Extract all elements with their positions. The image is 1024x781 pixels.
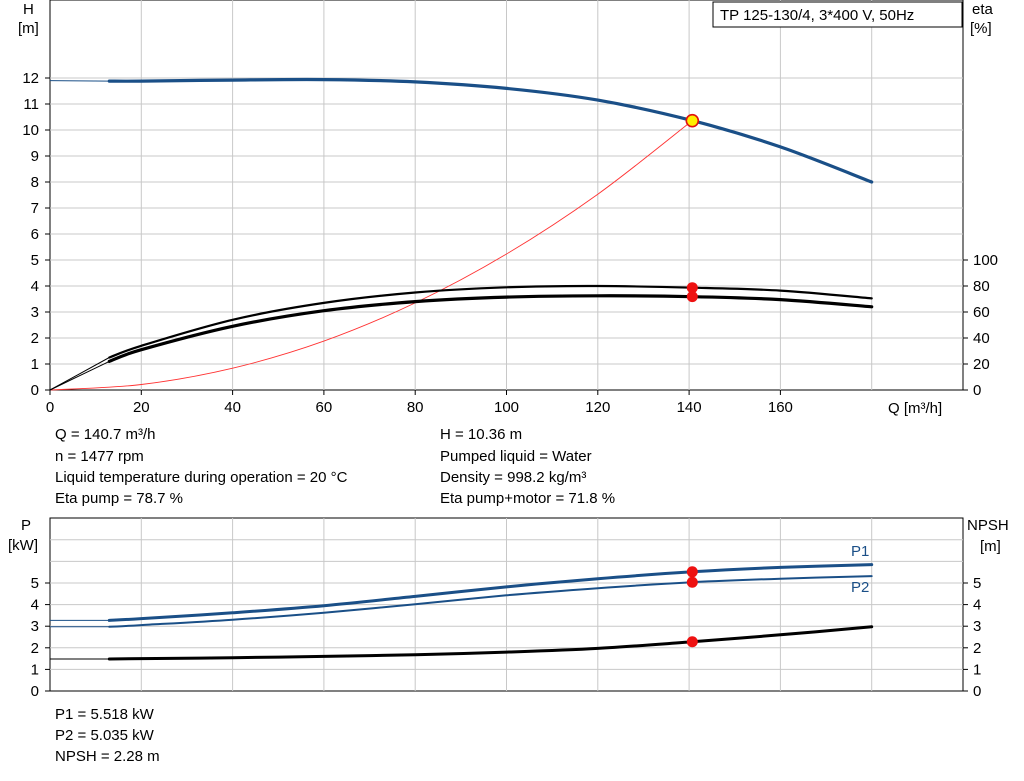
- model-title-frame: [712, 1, 963, 28]
- x-tick-label: 140: [677, 399, 702, 416]
- readout-density: Density = 998.2 kg/m³: [440, 469, 586, 486]
- head-curve-extrapolated: [49, 80, 110, 82]
- y-left-tick-label: 9: [31, 148, 39, 165]
- bottom-panel: P [kW] NPSH [m] 0 1 2 3 4 5 0 1 2 3 4 5 P1 P2: [8, 517, 1009, 700]
- x-tick-label: 160: [768, 399, 793, 416]
- model-title-box: TP 125-130/4, 3*400 V, 50Hz: [712, 1, 963, 28]
- x-tick-label: 80: [407, 399, 424, 416]
- npsh-tick-label: 0: [973, 683, 981, 700]
- readout-p1: P1 = 5.518 kW: [55, 706, 155, 723]
- x-axis-label: Q [m³/h]: [888, 400, 942, 417]
- npsh-axis-label: NPSH: [967, 517, 1009, 534]
- p2-duty-marker: [686, 576, 698, 588]
- p-tick-label: 3: [31, 618, 39, 635]
- readout-h: H = 10.36 m: [440, 426, 522, 443]
- p1-curve-label: P1: [851, 543, 869, 560]
- y-left-unit: [m]: [18, 20, 39, 37]
- readout-n: n = 1477 rpm: [55, 448, 144, 465]
- eta-pump-motor-duty-marker: [686, 291, 698, 303]
- p-axis-unit: [kW]: [8, 537, 38, 554]
- npsh-tick-label: 3: [973, 618, 981, 635]
- duty-readouts: Q = 140.7 m³/h n = 1477 rpm Liquid tempe…: [55, 426, 615, 507]
- x-tick-label: 20: [133, 399, 150, 416]
- y-left-tick-label: 6: [31, 226, 39, 243]
- readout-p2: P2 = 5.035 kW: [55, 727, 155, 744]
- y-left-tick-label: 3: [31, 304, 39, 321]
- p1-duty-marker: [686, 566, 698, 578]
- x-tick-label: 120: [585, 399, 610, 416]
- p2-curve-label: P2: [851, 579, 869, 596]
- x-tick-label: 40: [224, 399, 241, 416]
- y-right-tick-label: 40: [973, 330, 990, 347]
- npsh-tick-label: 1: [973, 661, 981, 678]
- top-x-ticks: 0 20 40 60 80 100 120 140 160: [46, 390, 793, 416]
- head-curve: [107, 77, 874, 184]
- bottom-curves: [49, 563, 874, 661]
- npsh-duty-marker: [686, 636, 698, 648]
- bottom-y-right-ticks: 0 1 2 3 4 5: [963, 575, 981, 700]
- x-tick-label: 100: [494, 399, 519, 416]
- top-markers: [685, 113, 700, 303]
- p-tick-label: 0: [31, 683, 39, 700]
- eta-pump-curve: [108, 284, 873, 359]
- p1-curve: [107, 563, 874, 622]
- y-right-tick-label: 20: [973, 356, 990, 373]
- bottom-y-left-ticks: 0 1 2 3 4 5: [31, 575, 50, 700]
- bottom-markers: [686, 566, 698, 648]
- npsh-tick-label: 4: [973, 597, 981, 614]
- top-y-right-ticks: 0 20 40 60 80 100: [963, 252, 998, 399]
- p-tick-label: 2: [31, 640, 39, 657]
- readout-temp: Liquid temperature during operation = 20…: [55, 469, 348, 486]
- npsh-axis-unit: [m]: [980, 538, 1001, 555]
- y-right-tick-label: 60: [973, 304, 990, 321]
- top-curves: [49, 77, 874, 391]
- eta-pump-motor-curve-extrapolated: [49, 360, 110, 391]
- y-left-tick-label: 0: [31, 382, 39, 399]
- y-left-tick-label: 5: [31, 252, 39, 269]
- y-left-tick-label: 12: [22, 70, 39, 87]
- y-left-tick-label: 7: [31, 200, 39, 217]
- p-axis-label: P: [21, 517, 31, 534]
- y-left-tick-label: 4: [31, 278, 39, 295]
- x-tick-label: 0: [46, 399, 54, 416]
- y-right-tick-label: 100: [973, 252, 998, 269]
- npsh-tick-label: 2: [973, 640, 981, 657]
- p-tick-label: 5: [31, 575, 39, 592]
- y-left-tick-label: 8: [31, 174, 39, 191]
- y-left-tick-label: 10: [22, 122, 39, 139]
- readout-npsh: NPSH = 2.28 m: [55, 748, 160, 765]
- system-curve-line: [49, 120, 693, 391]
- y-left-tick-label: 11: [23, 96, 39, 113]
- duty-point-marker: [685, 113, 700, 128]
- readout-eta-pump: Eta pump = 78.7 %: [55, 490, 183, 507]
- readout-eta-pump-motor: Eta pump+motor = 71.8 %: [440, 490, 615, 507]
- y-left-label: H: [23, 1, 34, 18]
- p2-curve: [108, 575, 873, 628]
- p-tick-label: 4: [31, 597, 39, 614]
- y-left-tick-label: 2: [31, 330, 39, 347]
- x-tick-label: 60: [316, 399, 333, 416]
- readout-liquid: Pumped liquid = Water: [440, 448, 592, 465]
- top-grid: [50, 0, 963, 390]
- eta-pump-duty-marker: [686, 282, 698, 294]
- bottom-grid: [50, 518, 963, 691]
- y-right-tick-label: 80: [973, 278, 990, 295]
- y-right-tick-label: 0: [973, 382, 981, 399]
- npsh-tick-label: 5: [973, 575, 981, 592]
- top-panel: H [m] eta [%] Q [m³/h] TP 125-130/4, 3*4…: [18, 0, 998, 417]
- p-tick-label: 1: [31, 661, 39, 678]
- power-readouts: P1 = 5.518 kW P2 = 5.035 kW NPSH = 2.28 …: [55, 706, 160, 765]
- y-right-unit: [%]: [970, 20, 992, 37]
- readout-q: Q = 140.7 m³/h: [55, 426, 155, 443]
- eta-pump-motor-curve: [107, 294, 874, 363]
- y-right-label: eta: [972, 1, 994, 18]
- model-title: TP 125-130/4, 3*400 V, 50Hz: [720, 7, 914, 24]
- npsh-curve: [107, 625, 874, 661]
- y-left-tick-label: 1: [31, 356, 39, 373]
